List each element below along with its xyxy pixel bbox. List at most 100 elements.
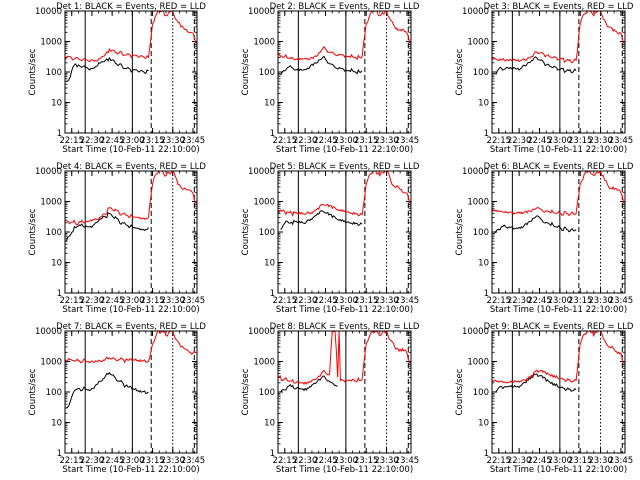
chart-title: Det 5: BLACK = Events, RED = LLD bbox=[270, 162, 420, 172]
y-tick-label: 1 bbox=[270, 289, 275, 299]
lld-series-line bbox=[492, 11, 625, 64]
plot-frame bbox=[64, 170, 198, 294]
y-tick-label: 100 bbox=[473, 68, 489, 78]
x-tick-label: 23:45 bbox=[181, 296, 206, 306]
y-tick-label: 1 bbox=[484, 129, 489, 139]
detector-chart-6: Det 6: BLACK = Events, RED = LLD Counts/s… bbox=[455, 162, 634, 315]
lld-series-line bbox=[278, 331, 411, 385]
y-tick-label: 1000 bbox=[253, 358, 275, 368]
lld-series-line bbox=[65, 11, 197, 63]
x-tick-label: 23:00 bbox=[120, 296, 145, 306]
y-tick-label: 100 bbox=[473, 388, 489, 398]
x-tick-label: 22:15 bbox=[273, 136, 298, 146]
x-tick-label: 22:30 bbox=[507, 456, 532, 466]
x-tick-label: 23:30 bbox=[374, 296, 399, 306]
x-tick-label: 23:30 bbox=[588, 296, 613, 306]
y-axis-label: Counts/sec bbox=[241, 208, 251, 255]
y-tick-label: 10 bbox=[264, 419, 275, 429]
y-axis-label: Counts/sec bbox=[28, 368, 38, 415]
chart-title: Det 4: BLACK = Events, RED = LLD bbox=[56, 162, 206, 172]
x-tick-label: 23:45 bbox=[609, 296, 634, 306]
lld-series-line bbox=[65, 171, 197, 226]
events-series-line bbox=[494, 373, 577, 393]
x-axis-label: Start Time (10-Feb-11 22:10:00) bbox=[276, 145, 413, 155]
x-tick-label: 22:15 bbox=[273, 456, 298, 466]
chart-title: Det 2: BLACK = Events, RED = LLD bbox=[270, 2, 420, 12]
y-tick-label: 10000 bbox=[462, 327, 489, 337]
x-tick-label: 23:15 bbox=[354, 296, 379, 306]
y-tick-label: 1000 bbox=[253, 38, 275, 48]
y-tick-label: 1000 bbox=[40, 198, 62, 208]
x-tick-label: 23:15 bbox=[568, 136, 593, 146]
x-tick-label: 23:00 bbox=[548, 136, 573, 146]
y-tick-label: 10000 bbox=[248, 7, 275, 17]
x-tick-label: 23:30 bbox=[374, 136, 399, 146]
x-axis-label: Start Time (10-Feb-11 22:10:00) bbox=[490, 145, 627, 155]
y-tick-label: 10000 bbox=[462, 7, 489, 17]
y-axis-label: Counts/sec bbox=[455, 208, 465, 255]
x-tick-label: 23:00 bbox=[120, 136, 145, 146]
events-series-line bbox=[66, 371, 149, 409]
y-tick-label: 1 bbox=[484, 289, 489, 299]
x-tick-label: 23:45 bbox=[181, 456, 206, 466]
x-axis-label: Start Time (10-Feb-11 22:10:00) bbox=[62, 145, 199, 155]
y-tick-label: 10000 bbox=[35, 167, 62, 177]
detector-chart-5: Det 5: BLACK = Events, RED = LLD Counts/s… bbox=[241, 162, 420, 315]
y-tick-label: 100 bbox=[46, 68, 62, 78]
y-tick-label: 10 bbox=[264, 259, 275, 269]
lld-series-line bbox=[278, 11, 411, 61]
y-axis-label: Counts/sec bbox=[241, 368, 251, 415]
x-tick-label: 22:15 bbox=[487, 456, 512, 466]
y-tick-label: 1000 bbox=[467, 38, 489, 48]
x-tick-label: 23:45 bbox=[395, 296, 420, 306]
events-series-line bbox=[280, 55, 363, 76]
x-axis-label: Start Time (10-Feb-11 22:10:00) bbox=[490, 305, 627, 315]
plot-frame bbox=[491, 10, 626, 134]
x-tick-label: 23:15 bbox=[140, 456, 165, 466]
x-tick-label: 22:45 bbox=[313, 456, 338, 466]
x-tick-label: 23:15 bbox=[140, 136, 165, 146]
x-axis-label: Start Time (10-Feb-11 22:10:00) bbox=[62, 305, 199, 315]
y-tick-label: 10 bbox=[478, 419, 489, 429]
y-tick-label: 10 bbox=[478, 99, 489, 109]
lld-series-line bbox=[492, 331, 625, 384]
x-tick-label: 23:45 bbox=[181, 136, 206, 146]
y-tick-label: 100 bbox=[259, 228, 275, 238]
y-axis-label: Counts/sec bbox=[455, 368, 465, 415]
y-tick-label: 1000 bbox=[467, 358, 489, 368]
y-tick-label: 10 bbox=[51, 419, 62, 429]
y-tick-label: 1000 bbox=[467, 198, 489, 208]
y-tick-label: 1000 bbox=[40, 38, 62, 48]
detector-chart-1: Det 1: BLACK = Events, RED = LLD Counts/s… bbox=[28, 2, 206, 155]
x-tick-label: 23:00 bbox=[334, 296, 359, 306]
x-tick-label: 23:30 bbox=[161, 136, 186, 146]
plot-frame bbox=[277, 330, 412, 454]
x-tick-label: 23:15 bbox=[568, 456, 593, 466]
x-tick-label: 23:00 bbox=[548, 456, 573, 466]
y-tick-label: 1 bbox=[270, 449, 275, 459]
lld-series-line bbox=[65, 331, 197, 364]
x-tick-label: 23:30 bbox=[374, 456, 399, 466]
detector-chart-8: Det 8: BLACK = Events, RED = LLD Counts/s… bbox=[241, 322, 420, 475]
plot-frame bbox=[277, 10, 412, 134]
lld-series-line bbox=[278, 171, 411, 217]
y-tick-label: 10000 bbox=[248, 167, 275, 177]
x-tick-label: 23:15 bbox=[140, 296, 165, 306]
events-series-line bbox=[280, 210, 363, 230]
plot-frame bbox=[64, 330, 198, 454]
chart-title: Det 6: BLACK = Events, RED = LLD bbox=[484, 162, 634, 172]
y-tick-label: 10 bbox=[478, 259, 489, 269]
x-tick-label: 22:15 bbox=[59, 136, 84, 146]
x-tick-label: 22:15 bbox=[273, 296, 298, 306]
plot-frame bbox=[277, 170, 412, 294]
x-tick-label: 22:15 bbox=[487, 136, 512, 146]
x-tick-label: 22:45 bbox=[313, 296, 338, 306]
x-tick-label: 22:30 bbox=[80, 456, 105, 466]
y-tick-label: 10000 bbox=[35, 327, 62, 337]
x-tick-label: 22:45 bbox=[527, 456, 552, 466]
x-axis-label: Start Time (10-Feb-11 22:10:00) bbox=[276, 465, 413, 475]
y-tick-label: 10 bbox=[51, 259, 62, 269]
y-tick-label: 1 bbox=[57, 449, 62, 459]
x-tick-label: 23:00 bbox=[334, 136, 359, 146]
x-axis-label: Start Time (10-Feb-11 22:10:00) bbox=[276, 305, 413, 315]
